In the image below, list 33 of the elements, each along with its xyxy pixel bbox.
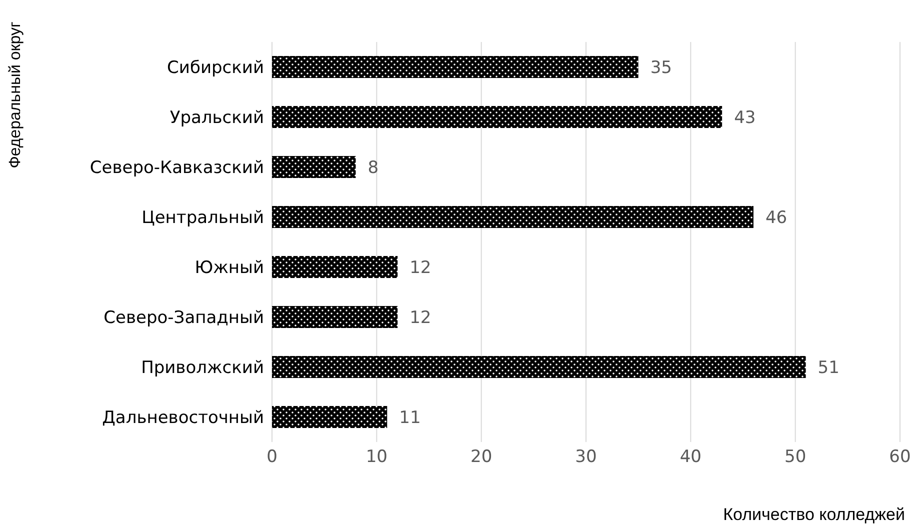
- x-tick-label: 60: [889, 447, 911, 468]
- bar: [272, 406, 388, 428]
- x-tick-label: 50: [784, 447, 806, 468]
- bar: [272, 256, 398, 278]
- x-tick-label: 20: [470, 447, 492, 468]
- data-label: 12: [410, 308, 432, 328]
- y-tick-label: Дальневосточный: [102, 408, 264, 428]
- bar: [272, 156, 356, 178]
- data-label: 12: [410, 258, 432, 278]
- y-tick-label: Южный: [194, 258, 264, 278]
- x-tick-label: 10: [366, 447, 388, 468]
- bar: [272, 356, 806, 378]
- y-tick-label: Уральский: [170, 108, 264, 128]
- data-label: 46: [765, 208, 788, 228]
- y-tick-label: Северо-Кавказский: [90, 158, 264, 178]
- data-label: 51: [818, 358, 840, 378]
- bar: [272, 306, 398, 328]
- data-label: 11: [399, 408, 421, 428]
- data-label: 43: [734, 108, 756, 128]
- y-tick-label: Северо-Западный: [104, 308, 264, 328]
- y-axis-title: Федеральный округ: [7, 22, 24, 168]
- bar: [272, 206, 754, 228]
- y-tick-label: Сибирский: [167, 58, 264, 78]
- data-label: 35: [650, 58, 672, 78]
- bar: [272, 56, 638, 78]
- y-tick-label: Центральный: [142, 208, 264, 228]
- x-tick-label: 0: [266, 447, 278, 468]
- data-label: 8: [368, 158, 379, 178]
- bar: [272, 106, 722, 128]
- x-tick-label: 40: [680, 447, 702, 468]
- x-tick-label: 30: [575, 447, 597, 468]
- y-tick-label: Приволжский: [141, 358, 264, 378]
- x-axis-title: Количество колледжей: [723, 505, 905, 524]
